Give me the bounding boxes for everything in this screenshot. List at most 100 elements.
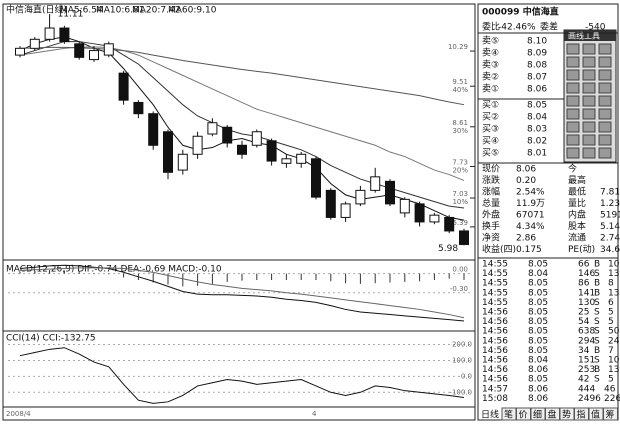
stat-row: 换手 xyxy=(482,220,500,232)
candle-body xyxy=(296,153,307,164)
y-tick-label: 200.0 xyxy=(452,341,472,349)
candle-body xyxy=(29,38,40,49)
tool-icon[interactable] xyxy=(598,82,612,94)
tool-icon[interactable] xyxy=(582,134,596,146)
tick-row: 14:56 xyxy=(482,327,508,337)
tick-row: 151 xyxy=(578,356,595,366)
tool-icon[interactable] xyxy=(582,121,596,133)
candle-body xyxy=(251,131,262,146)
candle-body xyxy=(340,203,351,218)
stat-row: 股本 xyxy=(568,220,586,232)
tool-icon[interactable] xyxy=(566,95,580,107)
tool-icon[interactable] xyxy=(566,82,580,94)
tick-row: 8.05 xyxy=(528,308,548,318)
tick-row: 8.05 xyxy=(528,336,548,346)
tick-row: 24 xyxy=(608,336,620,346)
tick-row: B xyxy=(594,288,600,298)
tick-row: 13 xyxy=(608,365,619,375)
sell-row: 卖④ xyxy=(482,48,499,59)
tick-row: 86 xyxy=(578,279,590,289)
x-label: 4 xyxy=(312,410,317,418)
buy-row: 8.05 xyxy=(527,101,547,111)
y-tick-label: -100.0 xyxy=(449,388,472,396)
tab-label[interactable]: 势 xyxy=(562,409,571,421)
y-tick-label: 10.29 xyxy=(448,43,468,51)
tool-icon[interactable] xyxy=(598,121,612,133)
candle-body xyxy=(325,189,336,218)
tab[interactable] xyxy=(603,407,618,421)
tab-label[interactable]: 值 xyxy=(591,409,600,421)
tool-icon[interactable] xyxy=(582,82,596,94)
buy-row: 8.04 xyxy=(527,113,547,123)
chart-frame xyxy=(2,3,476,421)
tool-icon[interactable] xyxy=(582,56,596,68)
tool-icon[interactable] xyxy=(582,95,596,107)
stat-row: 量比 xyxy=(568,197,586,209)
candle-body xyxy=(355,189,366,205)
tool-icon[interactable] xyxy=(582,108,596,120)
stat-row: 7.81 xyxy=(600,188,620,198)
tab-label[interactable]: 盘 xyxy=(548,409,557,421)
tick-row: S xyxy=(594,308,600,318)
tick-row: 8.05 xyxy=(528,346,548,356)
tool-icon[interactable] xyxy=(566,43,580,55)
tool-icon[interactable] xyxy=(598,43,612,55)
tab-label[interactable]: 笔 xyxy=(504,409,513,421)
candle-body xyxy=(118,72,129,101)
tick-row: 15:08 xyxy=(482,394,508,404)
tool-icon[interactable] xyxy=(566,134,580,146)
stat-row: 涨幅 xyxy=(482,186,500,198)
stat-row: PE(动) xyxy=(568,244,595,255)
tool-icon[interactable] xyxy=(598,56,612,68)
sell-row: 8.06 xyxy=(527,85,547,95)
tick-row: 8.05 xyxy=(528,317,548,327)
stat-row: 最高 xyxy=(568,174,586,186)
stat-row: 1.23 xyxy=(600,199,620,209)
candle-body xyxy=(237,144,247,155)
tick-row: 42 xyxy=(578,375,589,385)
tool-icon[interactable] xyxy=(566,69,580,81)
tab-label[interactable]: 筹 xyxy=(606,409,615,421)
tab-label[interactable]: 指 xyxy=(577,409,586,421)
tick-row: 7 xyxy=(608,346,614,356)
tab-label[interactable]: 价 xyxy=(519,410,528,421)
tool-icon[interactable] xyxy=(582,69,596,81)
tick-row: 5 xyxy=(608,317,614,327)
candle-body xyxy=(385,180,395,205)
tool-icon[interactable] xyxy=(598,108,612,120)
tool-icon[interactable] xyxy=(598,147,612,159)
tool-icon[interactable] xyxy=(566,121,580,133)
stat-row: 4.34% xyxy=(516,222,545,232)
tick-row: S xyxy=(594,327,600,337)
stat-row: 净资 xyxy=(482,232,500,244)
sell-row: 8.08 xyxy=(527,61,547,71)
order-ratio: -42.46% xyxy=(498,23,536,33)
candle-body xyxy=(444,216,455,232)
tick-row: 14:56 xyxy=(482,317,508,327)
tool-icon[interactable] xyxy=(566,56,580,68)
left-tab[interactable]: 日线 xyxy=(481,409,499,421)
tab-label[interactable]: 细 xyxy=(533,409,542,421)
tick-row: 54 xyxy=(578,317,590,327)
tool-icon[interactable] xyxy=(566,147,580,159)
tool-icon[interactable] xyxy=(598,134,612,146)
cci-label: CCI(14) CCI:-132.75 xyxy=(6,334,96,344)
y-tick-label: -0.30 xyxy=(450,285,468,293)
tool-icon[interactable] xyxy=(582,43,596,55)
tick-row: 8 xyxy=(608,279,614,289)
candle-body xyxy=(163,131,173,173)
tool-icon[interactable] xyxy=(566,108,580,120)
tick-row: B xyxy=(594,365,600,375)
tool-icon[interactable] xyxy=(582,147,596,159)
low-label: 5.98 xyxy=(438,244,458,254)
tick-row: 14:56 xyxy=(482,336,508,346)
tool-icon[interactable] xyxy=(598,95,612,107)
tick-row: S xyxy=(594,336,600,346)
tick-row: 8.05 xyxy=(528,327,548,337)
tool-icon[interactable] xyxy=(598,69,612,81)
sell-row: 8.09 xyxy=(527,49,547,59)
tick-row: 444 xyxy=(578,384,595,394)
tick-row: 46 xyxy=(604,384,616,394)
tick-row: 10 xyxy=(608,356,620,366)
sell-row: 8.10 xyxy=(527,37,547,47)
